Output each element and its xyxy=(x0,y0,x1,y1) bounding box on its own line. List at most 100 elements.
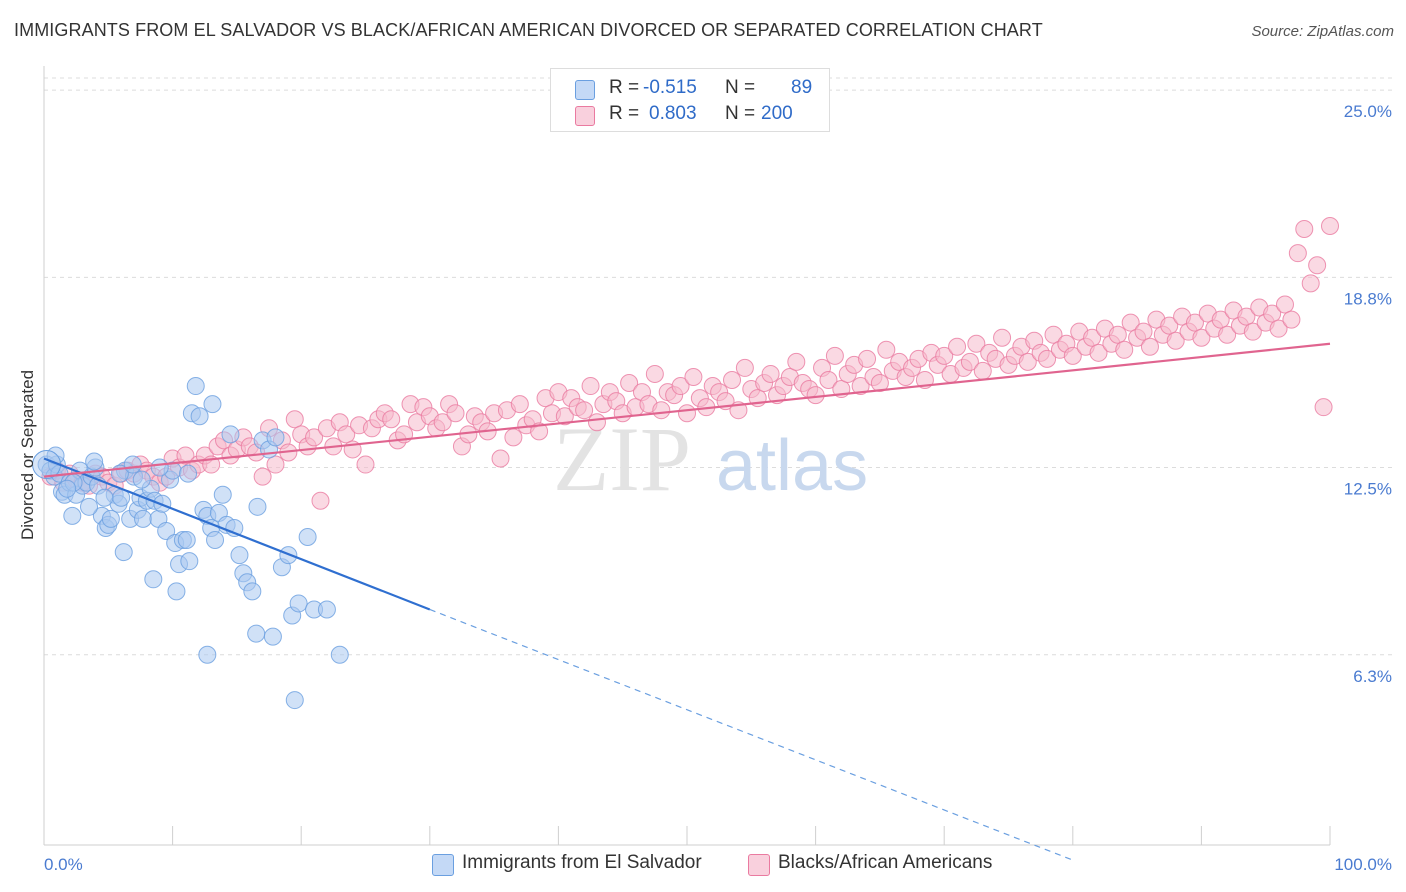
point-el-salvador xyxy=(230,546,249,565)
legend-r-label: R = xyxy=(609,77,640,98)
point-el-salvador xyxy=(190,407,209,426)
point-black-african xyxy=(356,455,375,474)
point-black-african xyxy=(1211,310,1230,329)
point-black-african xyxy=(1321,216,1339,235)
point-el-salvador xyxy=(180,552,199,571)
point-el-salvador xyxy=(167,582,186,601)
point-el-salvador xyxy=(198,645,217,664)
point-el-salvador xyxy=(206,531,225,550)
point-black-african xyxy=(285,410,304,429)
point-black-african xyxy=(735,358,754,377)
chart-source: Source: ZipAtlas.com xyxy=(1251,23,1394,40)
legend-r-value: -0.515 xyxy=(643,77,697,98)
point-black-african xyxy=(1218,325,1237,344)
point-el-salvador xyxy=(248,497,267,516)
point-black-african xyxy=(684,367,703,386)
x-tick-label: 100.0% xyxy=(1334,855,1392,874)
point-el-salvador xyxy=(80,497,99,516)
point-el-salvador xyxy=(150,458,169,477)
bottom-legend-label: Blacks/African Americans xyxy=(778,852,993,873)
point-black-african xyxy=(1083,328,1102,347)
legend-n-label: N = xyxy=(725,103,756,124)
point-black-african xyxy=(948,337,967,356)
point-black-african xyxy=(382,410,401,429)
point-black-african xyxy=(935,346,954,365)
point-black-african xyxy=(1089,343,1108,362)
point-black-african xyxy=(337,425,356,444)
point-el-salvador xyxy=(95,488,114,507)
point-black-african xyxy=(1166,331,1185,350)
point-black-african xyxy=(1185,313,1204,332)
point-black-african xyxy=(967,334,986,353)
bottom-legend-swatch-blue xyxy=(432,854,454,876)
trend-line-el-salvador xyxy=(43,457,431,611)
point-el-salvador xyxy=(144,570,163,589)
point-black-african xyxy=(1115,340,1134,359)
point-black-african xyxy=(311,491,330,510)
point-black-african xyxy=(1275,295,1294,314)
point-black-african xyxy=(851,377,870,396)
tick-labels: 6.3% 12.5% 18.8% 25.0% 0.0% 100.0% xyxy=(44,102,1392,874)
point-black-african xyxy=(530,422,549,441)
point-black-african xyxy=(973,361,992,380)
trend-lines xyxy=(43,342,1331,861)
point-black-african xyxy=(555,407,574,426)
trend-line-el-salvador-extension xyxy=(429,608,1074,861)
point-black-african xyxy=(1121,313,1140,332)
chart-title: IMMIGRANTS FROM EL SALVADOR VS BLACK/AFR… xyxy=(14,20,1043,40)
point-black-african xyxy=(1263,304,1282,323)
point-el-salvador xyxy=(247,624,266,643)
legend-n-value: 89 xyxy=(791,77,813,98)
bottom-legend-swatch-pink xyxy=(748,854,770,876)
point-black-african xyxy=(1018,352,1037,371)
point-el-salvador xyxy=(177,531,196,550)
point-black-african xyxy=(787,352,806,371)
zipatlas-watermark: ZIP atlas xyxy=(553,408,868,510)
point-black-african xyxy=(491,449,510,468)
point-black-african xyxy=(1134,322,1153,341)
point-black-african xyxy=(176,446,195,465)
point-el-salvador xyxy=(132,470,151,489)
axes xyxy=(43,66,1331,846)
legend-r-value: 0.803 xyxy=(649,103,697,124)
point-black-african xyxy=(587,413,606,432)
point-black-african xyxy=(877,340,896,359)
point-black-african xyxy=(305,428,324,447)
point-black-african xyxy=(581,377,600,396)
point-black-african xyxy=(504,428,523,447)
trend-line-black-african xyxy=(43,342,1331,478)
point-black-african xyxy=(960,352,979,371)
point-black-african xyxy=(1192,328,1211,347)
point-black-african xyxy=(671,377,690,396)
point-black-african xyxy=(723,370,742,389)
watermark-zip: ZIP xyxy=(553,408,691,510)
point-black-african xyxy=(1160,316,1179,335)
point-black-african xyxy=(433,413,452,432)
legend-n-label: N = xyxy=(725,77,756,98)
point-el-salvador xyxy=(114,543,133,562)
point-black-african xyxy=(993,328,1012,347)
point-black-african xyxy=(266,455,285,474)
bottom-legend-label: Immigrants from El Salvador xyxy=(462,852,702,873)
point-black-african xyxy=(1108,325,1127,344)
legend-swatch-blue xyxy=(575,80,595,100)
point-black-african xyxy=(761,364,780,383)
point-black-african xyxy=(825,346,844,365)
correlation-legend: R = -0.515 N = 89 R = 0.803 N = 200 xyxy=(550,68,830,132)
point-black-african xyxy=(253,467,272,486)
point-black-african xyxy=(1269,319,1288,338)
legend-r-label: R = xyxy=(609,103,640,124)
point-black-african xyxy=(652,401,671,420)
point-black-african xyxy=(1243,322,1262,341)
point-black-african xyxy=(870,374,889,393)
point-el-salvador xyxy=(134,509,153,528)
y-tick-label: 25.0% xyxy=(1344,102,1392,121)
legend-swatch-pink xyxy=(575,106,595,126)
y-tick-label: 6.3% xyxy=(1353,667,1392,686)
point-el-salvador xyxy=(123,455,142,474)
point-el-salvador xyxy=(179,464,198,483)
watermark-atlas: atlas xyxy=(716,426,868,506)
point-black-african xyxy=(575,401,594,420)
point-el-salvador xyxy=(58,479,77,498)
